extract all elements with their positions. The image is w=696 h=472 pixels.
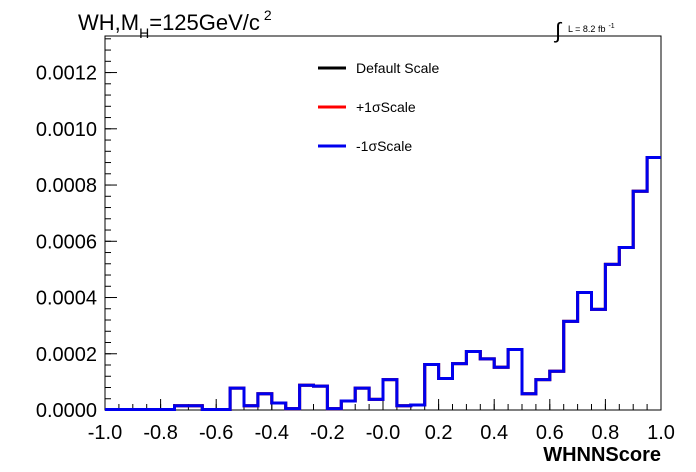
x-tick-label: -0.8 (143, 422, 177, 444)
y-tick-label: 0.0010 (36, 119, 97, 141)
legend-label-2: -1σScale (356, 138, 412, 154)
x-axis-label: WHNNScore (543, 444, 661, 466)
histogram-series (105, 155, 661, 411)
x-tick-label: 0.4 (480, 422, 508, 444)
x-axis: -1.0 -0.8 -0.6 -0.4 -0.2 -0.0 0.2 0.4 0.6 0.8 1.0 (88, 399, 675, 444)
y-tick-label: 0.0006 (36, 231, 97, 253)
x-tick-label: -0.0 (366, 422, 400, 444)
x-tick-label: 0.8 (591, 422, 619, 444)
legend-label-0: Default Scale (356, 60, 439, 76)
y-axis: 0.0000 0.0002 0.0004 0.0006 0.0008 0.0010 0.00… (36, 38, 117, 422)
x-tick-label: -0.2 (310, 422, 344, 444)
plot-frame (104, 35, 662, 411)
x-tick-label: -0.4 (255, 422, 289, 444)
legend: Default Scale +1σScale -1σScale (318, 60, 439, 154)
y-tick-label: 0.0000 (36, 400, 97, 422)
x-tick-label: 0.2 (425, 422, 453, 444)
legend-label-1: +1σScale (356, 99, 416, 115)
y-tick-label: 0.0012 (36, 63, 97, 85)
x-tick-label: 0.6 (536, 422, 564, 444)
y-tick-label: 0.0008 (36, 175, 97, 197)
y-tick-label: 0.0004 (36, 288, 97, 310)
series-line-2 (105, 155, 661, 411)
lumi-integral-symbol: ∫ (553, 18, 563, 43)
x-tick-label: -0.6 (199, 422, 233, 444)
x-tick-label: -1.0 (88, 422, 122, 444)
chart-title: WH,MH=125GeV/c 2 (78, 7, 272, 41)
x-tick-label: 1.0 (647, 422, 675, 444)
lumi-annotation: L = 8.2 fb -1 (568, 23, 615, 34)
y-tick-label: 0.0002 (36, 344, 97, 366)
